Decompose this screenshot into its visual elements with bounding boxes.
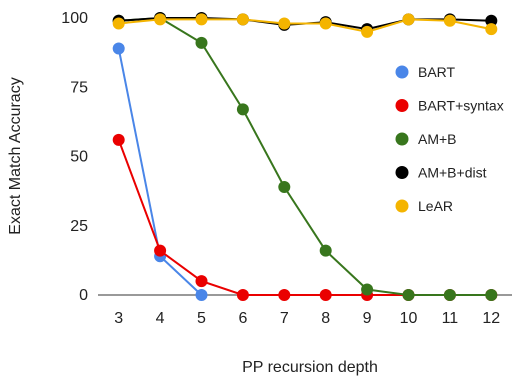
data-point (196, 37, 208, 49)
data-point (237, 103, 249, 115)
x-tick-label: 3 (114, 310, 123, 327)
legend-marker (396, 166, 409, 179)
data-point (403, 289, 415, 301)
series-bart (113, 42, 208, 301)
series-layer (113, 12, 498, 301)
x-tick-label: 6 (238, 310, 247, 327)
legend-label: AM+B (418, 131, 457, 147)
x-tick-label: 5 (197, 310, 206, 327)
x-axis-label: PP recursion depth (242, 359, 378, 376)
data-point (485, 289, 497, 301)
x-tick-label: 4 (156, 310, 165, 327)
legend-label: BART+syntax (418, 98, 504, 114)
series-line (119, 18, 492, 295)
data-point (154, 245, 166, 257)
y-axis-ticks: 0 25 50 75 100 (61, 10, 88, 304)
data-point (196, 275, 208, 287)
data-point (196, 289, 208, 301)
data-point (444, 15, 456, 27)
y-tick-label: 75 (70, 79, 88, 96)
data-point (320, 245, 332, 257)
data-point (196, 13, 208, 25)
data-point (113, 134, 125, 146)
y-tick-label: 50 (70, 149, 88, 166)
y-tick-label: 100 (61, 10, 88, 27)
data-point (113, 18, 125, 30)
x-tick-label: 12 (482, 310, 500, 327)
data-point (361, 283, 373, 295)
data-point (320, 289, 332, 301)
data-point (278, 18, 290, 30)
y-tick-label: 0 (79, 287, 88, 304)
data-point (278, 289, 290, 301)
legend-marker (396, 66, 409, 79)
x-tick-label: 9 (363, 310, 372, 327)
x-tick-label: 7 (280, 310, 289, 327)
data-point (113, 42, 125, 54)
x-tick-label: 10 (400, 310, 418, 327)
x-tick-label: 8 (321, 310, 330, 327)
data-point (485, 23, 497, 35)
legend-label: BART (418, 64, 456, 80)
data-point (403, 13, 415, 25)
legend-label: LeAR (418, 198, 453, 214)
x-tick-label: 11 (442, 310, 459, 327)
legend-marker (396, 200, 409, 213)
data-point (320, 18, 332, 30)
y-tick-label: 25 (70, 218, 88, 235)
legend-label: AM+B+dist (418, 165, 487, 181)
legend-marker (396, 99, 409, 112)
data-point (154, 13, 166, 25)
data-point (278, 181, 290, 193)
y-axis-label: Exact Match Accuracy (7, 77, 24, 234)
data-point (237, 289, 249, 301)
data-point (444, 289, 456, 301)
data-point (237, 13, 249, 25)
legend: BART BART+syntax AM+B AM+B+dist LeAR (396, 64, 504, 214)
x-axis-ticks: 3 4 5 6 7 8 9 10 11 12 (114, 310, 500, 327)
data-point (361, 26, 373, 38)
legend-marker (396, 133, 409, 146)
